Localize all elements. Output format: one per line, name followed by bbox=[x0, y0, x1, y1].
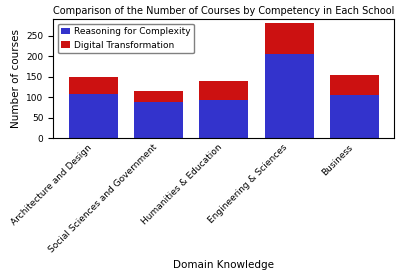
Bar bbox=[69, 94, 118, 138]
Bar bbox=[265, 54, 314, 138]
Bar bbox=[330, 75, 379, 95]
Bar bbox=[134, 102, 183, 138]
Bar bbox=[199, 100, 248, 138]
Bar bbox=[69, 76, 118, 94]
Legend: Reasoning for Complexity, Digital Transformation: Reasoning for Complexity, Digital Transf… bbox=[58, 24, 194, 53]
Y-axis label: Number of courses: Number of courses bbox=[11, 29, 21, 128]
Bar bbox=[265, 23, 314, 54]
Bar bbox=[134, 91, 183, 102]
Bar bbox=[199, 81, 248, 100]
Bar bbox=[330, 95, 379, 138]
Title: Comparison of the Number of Courses by Competency in Each School: Comparison of the Number of Courses by C… bbox=[53, 6, 394, 15]
X-axis label: Domain Knowledge: Domain Knowledge bbox=[173, 261, 274, 270]
